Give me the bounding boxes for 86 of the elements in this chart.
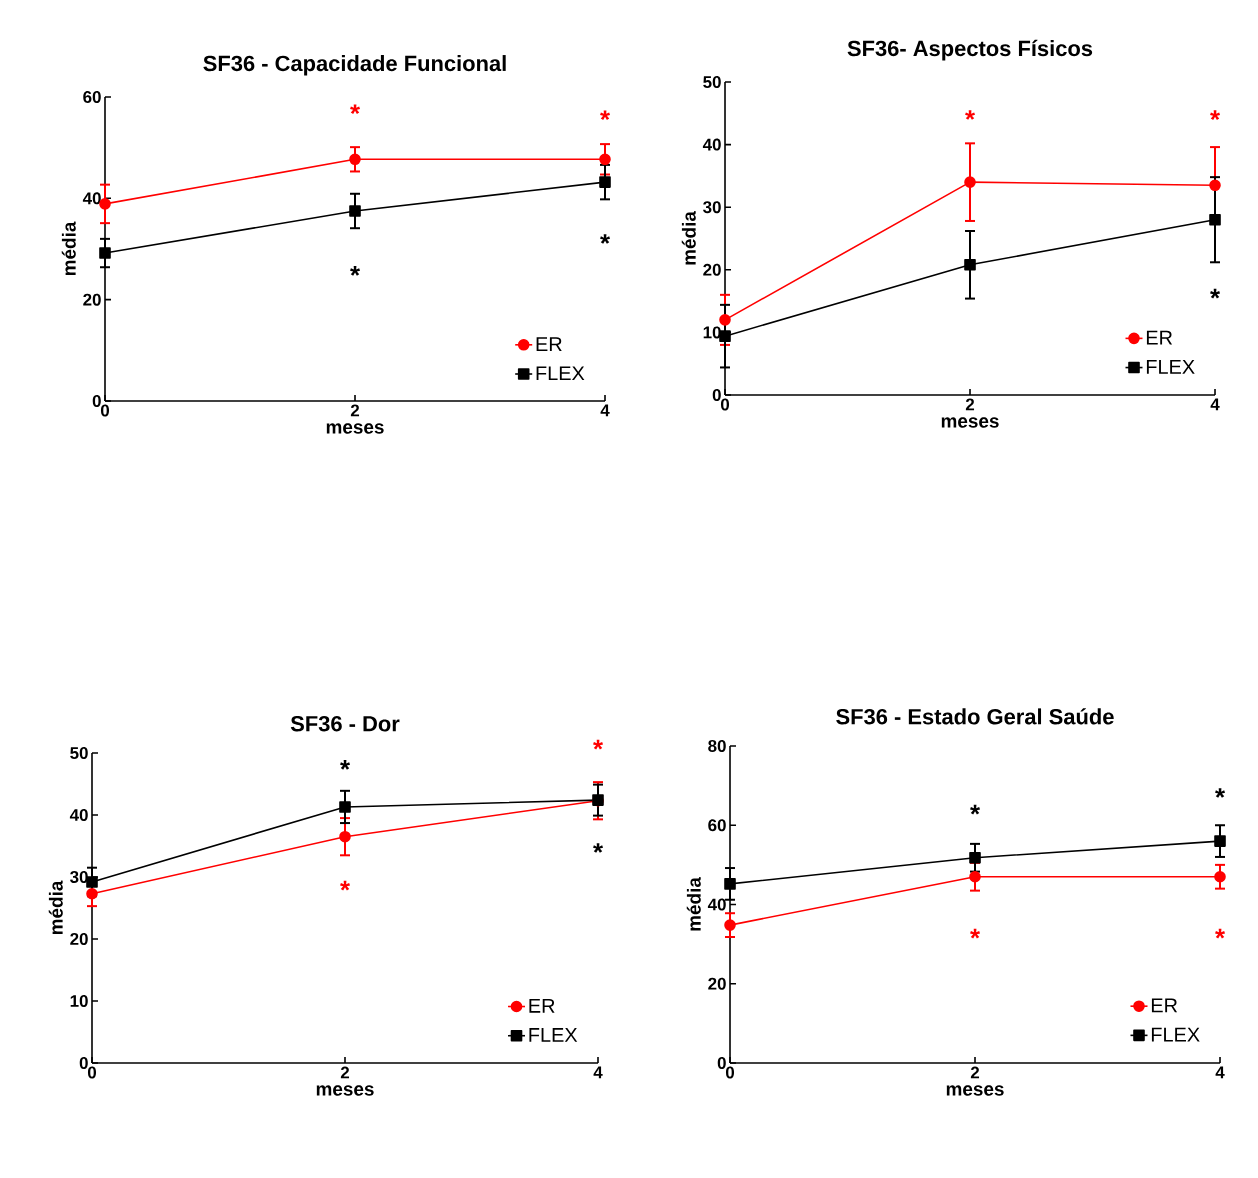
point (724, 919, 736, 931)
point (349, 205, 361, 217)
annotation: * (1215, 788, 1226, 798)
y-axis-title: média (681, 211, 696, 265)
annotation: * (965, 110, 976, 120)
annotation: * (340, 760, 351, 770)
x-tick-label: 4 (1215, 1066, 1225, 1079)
chart-title: SF36- Aspectos Físicos (847, 39, 1093, 61)
chart-title: SF36 - Capacidade Funcional (203, 55, 506, 76)
point (1209, 213, 1221, 226)
chart-title: SF36 - Dor (290, 715, 400, 732)
legend-label: FLEX (1146, 359, 1195, 374)
point (1214, 835, 1226, 847)
annotation: * (1215, 928, 1226, 939)
point (339, 830, 351, 843)
point (99, 247, 111, 259)
x-tick-label: 0 (725, 1066, 735, 1079)
point (964, 176, 976, 188)
text: * (593, 739, 604, 750)
chart-title: SF36 - Estado Geral Saúde (836, 708, 1114, 725)
y-axis-title: média (48, 880, 63, 935)
point (339, 801, 351, 813)
x-axis-title: meses (326, 423, 384, 434)
annotation: * (1210, 110, 1221, 120)
legend-label: ER (536, 337, 562, 351)
y-tick-label: 40 (707, 898, 726, 911)
annotation: * (340, 880, 351, 891)
x-tick-label: 4 (593, 1066, 603, 1079)
point (1209, 179, 1221, 192)
point (599, 153, 611, 166)
annotation: * (350, 266, 361, 276)
y-tick-label: 60 (83, 90, 101, 103)
point (86, 887, 98, 900)
point (724, 878, 736, 890)
annotation: * (593, 843, 604, 853)
y-tick-label: 50 (703, 75, 721, 88)
x-tick-label: 4 (1210, 398, 1220, 411)
point (969, 851, 981, 864)
x-tick-label: 2 (340, 1066, 350, 1079)
y-tick-label: 80 (708, 740, 726, 752)
x-axis-title: meses (316, 1085, 374, 1096)
x-tick-label: 2 (965, 398, 975, 411)
x-tick-label: 0 (100, 404, 110, 417)
y-axis-title: média (61, 221, 76, 276)
point (719, 314, 731, 326)
y-tick-label: 40 (82, 192, 101, 205)
y-tick-label: 60 (708, 819, 726, 832)
x-tick-label: 2 (350, 404, 360, 417)
annotation: * (600, 234, 611, 244)
y-tick-label: 40 (69, 809, 88, 821)
x-axis-title: meses (941, 417, 999, 428)
point (969, 870, 981, 883)
point (99, 198, 111, 210)
point (349, 153, 361, 166)
legend-label: FLEX (536, 366, 585, 381)
y-tick-label: 0 (712, 388, 721, 401)
point (964, 258, 976, 271)
legend-label: ER (529, 998, 555, 1013)
point (1214, 870, 1226, 883)
annotation: * (350, 104, 361, 115)
legend-label: FLEX (529, 1028, 578, 1042)
annotation: * (600, 110, 611, 121)
y-tick-label: 20 (70, 933, 88, 945)
y-tick-label: 30 (703, 201, 721, 214)
annotation: * (1210, 288, 1221, 299)
y-tick-label: 20 (703, 263, 721, 276)
y-tick-label: 10 (703, 326, 721, 339)
x-axis-title: meses (946, 1085, 1004, 1096)
x-tick-label: 4 (600, 404, 610, 417)
y-axis-title: média (686, 877, 701, 931)
annotation: * (970, 928, 981, 939)
y-tick-label: 10 (70, 995, 88, 1007)
y-tick-label: 0 (717, 1057, 726, 1069)
y-tick-label: 30 (70, 870, 88, 884)
y-tick-label: 0 (79, 1057, 88, 1069)
legend-label: ER (1151, 998, 1178, 1013)
legend-label: FLEX (1151, 1027, 1200, 1042)
y-tick-label: 50 (70, 747, 88, 759)
legend-label: ER (1146, 330, 1173, 345)
y-tick-label: 40 (702, 138, 721, 151)
y-tick-label: 20 (708, 977, 726, 990)
point (599, 176, 611, 188)
x-tick-label: 2 (970, 1066, 980, 1079)
annotation: * (970, 804, 981, 815)
point (86, 876, 98, 888)
y-tick-label: 20 (83, 293, 101, 306)
